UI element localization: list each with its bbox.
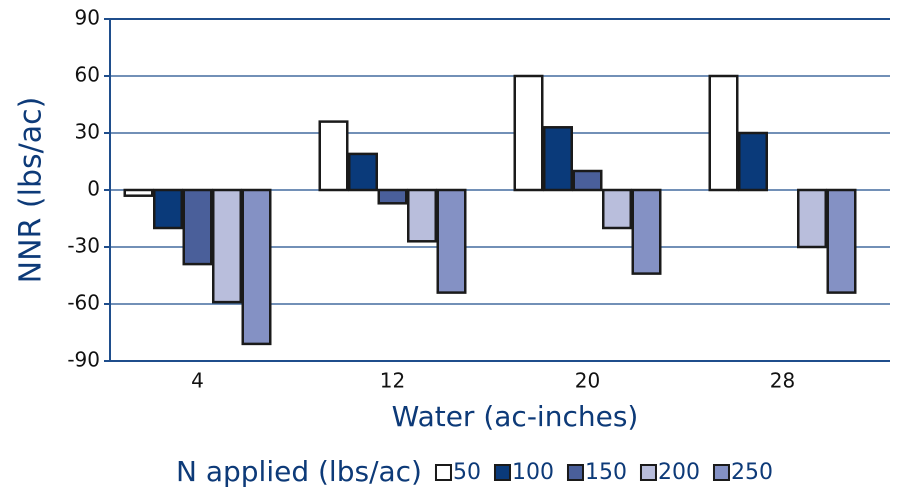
x-tick-label: 12 [380,369,405,393]
y-tick-label: -90 [67,348,100,372]
legend-swatch [712,464,730,481]
y-tick-label: 30 [75,120,100,144]
legend-label: 250 [731,460,773,485]
x-tick-label: 28 [770,369,795,393]
legend-label: 100 [512,460,554,485]
legend-swatch [566,464,584,481]
y-axis-label: NNR (lbs/ac) [14,97,49,284]
bar [153,188,183,230]
legend-label: 200 [658,460,700,485]
bar [543,126,573,192]
y-tick-label: -60 [67,291,100,315]
x-tick-label: 4 [191,369,204,393]
x-tick-label: 20 [575,369,600,393]
bar [182,188,213,266]
legend-swatch [434,464,452,481]
y-tick-label: 60 [75,63,100,87]
bar [123,188,154,197]
y-tick-label: 0 [87,177,100,201]
legend-label: 150 [585,460,627,485]
bar [708,74,739,192]
bar [377,188,408,205]
bar [241,188,272,346]
bar [826,188,857,294]
y-tick-label: -30 [67,234,100,258]
legend-swatch [639,464,657,481]
legend-label: 50 [453,460,481,485]
legend-title: N applied (lbs/ac) [176,455,422,488]
bar [513,74,544,192]
bar [631,188,662,275]
bar [318,120,349,192]
legend-swatch [493,464,511,481]
bar [436,188,467,294]
y-tick-label: 90 [75,6,100,30]
bar [407,188,437,243]
bar [572,169,603,192]
bar [212,188,242,304]
bar [738,131,768,192]
bar [602,188,632,230]
bar [348,152,378,192]
x-axis-label: Water (ac-inches) [392,400,639,433]
bar [797,188,827,249]
